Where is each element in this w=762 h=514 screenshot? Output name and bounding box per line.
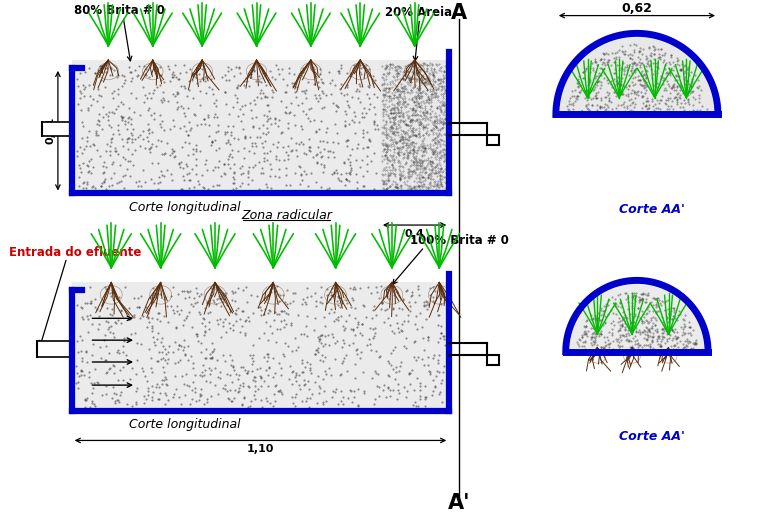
Polygon shape (570, 284, 704, 352)
Text: Zona radicular: Zona radicular (242, 209, 332, 222)
Text: 1,10: 1,10 (247, 444, 274, 454)
Text: Corte AA': Corte AA' (619, 203, 685, 216)
Bar (72, 60, 449, 193)
Bar (37, 341, 72, 357)
Text: 80% Brita # 0: 80% Brita # 0 (74, 4, 165, 17)
Text: A: A (451, 3, 467, 23)
Text: Corte AA': Corte AA' (619, 430, 685, 443)
Bar (72, 282, 449, 411)
Text: Corte longitudinal: Corte longitudinal (129, 201, 241, 214)
Bar (42, 122, 72, 136)
Polygon shape (560, 38, 714, 115)
Text: 100% Brita # 0: 100% Brita # 0 (410, 234, 508, 247)
Text: 20% Areia: 20% Areia (385, 6, 452, 19)
Text: 0,62: 0,62 (622, 2, 652, 15)
Text: A': A' (448, 493, 470, 512)
Text: Corte longitudinal: Corte longitudinal (129, 418, 241, 431)
Text: Entrada do efluente: Entrada do efluente (9, 246, 142, 259)
Text: 0,31: 0,31 (45, 117, 55, 144)
Bar (380, 60, 449, 193)
Text: 0,4: 0,4 (405, 229, 424, 239)
